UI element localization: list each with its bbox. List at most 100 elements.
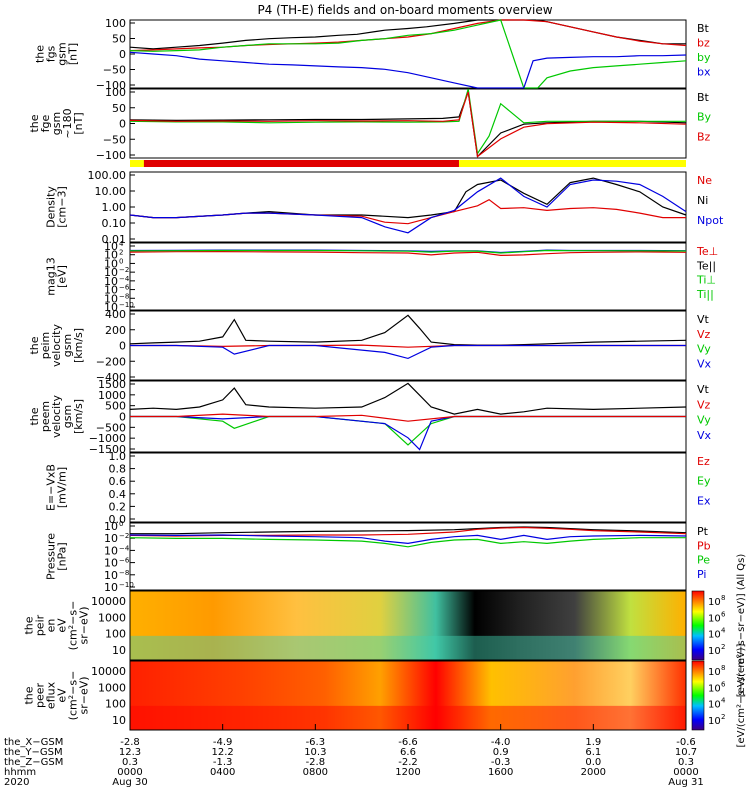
series-density-Ni: [129, 177, 687, 219]
peem-ytick-label: 1500: [98, 378, 126, 391]
series-peim-Vt: [129, 314, 687, 346]
pressure-ytick-label: 10: [104, 581, 118, 594]
temp-legend-Te||: Te||: [696, 259, 716, 272]
fge-ylabel-line: fge: [39, 114, 52, 132]
fgs-ylabel-line: [nT]: [67, 43, 80, 65]
x-axis-row-label: the_Z−GSM: [4, 757, 63, 768]
series-fgs-by: [129, 19, 687, 89]
fgs-legend-bx: bx: [697, 66, 711, 79]
density-ytick-label: 100.00: [88, 169, 127, 182]
peem-legend-Vt: Vt: [697, 383, 710, 396]
peer-colorbar: [691, 660, 705, 731]
fge-ylabel-line: the: [28, 114, 41, 132]
x-tick-value: 1200: [395, 767, 420, 778]
peem-legend-Vz: Vz: [697, 398, 711, 411]
efield-ytick-label: 1.0: [109, 450, 127, 463]
temp-ytick-label: 10: [104, 240, 118, 253]
fge-ytick-label: −50: [103, 133, 126, 146]
fgs-ytick-label: −100: [96, 79, 126, 92]
efield-ylabel-line: E=−VxB: [45, 464, 58, 511]
temp-ytick-exponent: 2: [119, 249, 123, 257]
peim-ylabel-line: the: [28, 336, 41, 354]
peir-spectrogram: [130, 591, 686, 660]
peer-colorbar-tick: 10: [708, 667, 721, 678]
temp-legend-Te⊥: Te⊥: [696, 245, 718, 258]
x-axis-row-label: 2020: [4, 777, 29, 788]
efield-ytick-label: 0.8: [109, 463, 127, 476]
peir-colorbar: [691, 590, 705, 661]
temp-ytick-exponent: −6: [119, 284, 130, 292]
peer-colorbar-tick: 10: [708, 716, 721, 727]
x-tick-value: 2000: [581, 767, 606, 778]
peer-ylabel-line: sr−eV): [78, 676, 91, 714]
temp-ytick-label: 10: [104, 249, 118, 262]
peem-ytick-label: −1000: [89, 432, 126, 445]
temp-ytick-label: 10: [104, 292, 118, 305]
fge-ytick-label: 50: [112, 102, 126, 115]
peer-ylabel-line: peer: [34, 683, 47, 709]
series-temp-Te⊥: [129, 250, 687, 257]
x-tick-value: Aug 31: [668, 777, 703, 788]
peem-legend-Vx: Vx: [697, 429, 712, 442]
peir-colorbar-exponent: 6: [721, 610, 726, 618]
x-tick-value: -4.9: [213, 737, 233, 748]
pressure-ytick-label: 10: [104, 532, 118, 545]
peem-ylabel-line: gsm: [61, 405, 74, 428]
x-tick-value: -1.3: [213, 757, 233, 768]
peem-ytick-label: 1000: [98, 389, 126, 402]
peim-ylabel-line: peim: [39, 332, 52, 360]
x-tick-value: 6.6: [400, 747, 416, 758]
x-tick-value: 0000: [673, 767, 698, 778]
x-tick-value: 12.2: [212, 747, 234, 758]
peim-legend-Vx: Vx: [697, 357, 712, 370]
efield-ytick-label: 0.4: [109, 488, 127, 501]
x-axis-labels: the_X−GSMthe_Y−GSMthe_Z−GSMhhmm2020-2.81…: [4, 724, 704, 788]
pressure-legend-Pe: Pe: [697, 554, 710, 567]
pressure-ytick-exponent: −4: [119, 544, 130, 552]
density-ytick-label: 10.00: [95, 185, 127, 198]
efield-frame: [129, 452, 687, 523]
pressure-ylabel-line: [nPa]: [56, 542, 69, 570]
peer-ylabel-line: eflux: [45, 681, 58, 709]
peer-colorbar-exponent: 8: [721, 664, 725, 672]
x-tick-value: 6.1: [585, 747, 601, 758]
peir-colorbar-tick: 10: [708, 597, 721, 608]
density-legend-Ne: Ne: [697, 174, 712, 187]
peer-ylabel-line: the: [23, 686, 36, 704]
pressure-ytick-label: 10: [104, 544, 118, 557]
fgs-ylabel-line: gsm: [56, 42, 69, 65]
temp-ytick-label: 10: [104, 301, 118, 314]
peim-ytick-label: 200: [105, 324, 126, 337]
x-tick-value: 0400: [210, 767, 235, 778]
efield-ytick-label: 0.2: [109, 500, 127, 513]
peer-ytick-label: 10: [112, 714, 126, 727]
x-tick-value: -2.8: [306, 757, 326, 768]
density-ylabel-line: Density: [45, 186, 58, 228]
temp-frame: [129, 242, 687, 311]
x-tick-value: 0.3: [122, 757, 138, 768]
x-tick-value: 0000: [117, 767, 142, 778]
x-tick-value: 0.9: [493, 747, 509, 758]
peem-ylabel-line: velocity: [50, 395, 63, 438]
peir-ytick-label: 10000: [91, 595, 126, 608]
fgs-legend-by: by: [697, 51, 711, 64]
x-tick-value: 1.9: [585, 737, 601, 748]
fge-ytick-label: 100: [105, 86, 126, 99]
peir-low-band: [130, 635, 686, 660]
pressure-legend-Pt: Pt: [697, 525, 709, 538]
series-pressure-Pt: [130, 526, 687, 535]
peim-ytick-label: 400: [105, 308, 126, 321]
peim-legend-Vt: Vt: [697, 313, 710, 326]
series-peim-Vx: [130, 344, 686, 360]
peem-ytick-label: −500: [96, 421, 126, 434]
x-tick-value: -2.8: [120, 737, 140, 748]
peer-colorbar-tick: 10: [708, 683, 721, 694]
peer-colorbar-label: [eV/(cm²−s−sr−eV)]: [736, 643, 747, 747]
x-tick-value: -0.6: [676, 737, 696, 748]
pressure-legend-Pb: Pb: [697, 539, 711, 552]
pressure-ytick-exponent: −6: [119, 557, 130, 565]
